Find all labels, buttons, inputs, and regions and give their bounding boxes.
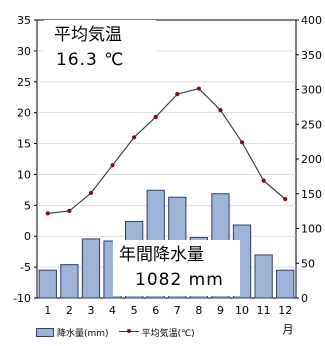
temp-point	[88, 190, 94, 196]
temp-point	[110, 163, 115, 168]
x-tick-label: 12	[278, 304, 292, 317]
x-tick-label: 6	[152, 304, 159, 317]
precip-bar	[254, 254, 273, 299]
right-tick-label: 200	[301, 153, 322, 166]
x-tick-label: 3	[87, 304, 94, 317]
x-tick-label: 2	[66, 304, 73, 317]
temp-point	[283, 197, 288, 202]
left-tick-label: 5	[24, 199, 31, 212]
temp-point	[196, 86, 201, 91]
avg-temp-title: 平均気温	[54, 25, 122, 45]
x-tick-label: 5	[131, 304, 138, 317]
right-tick-label: 100	[301, 223, 322, 236]
avg-temp-value: 16.3 ℃	[56, 50, 125, 70]
left-tick-label: 15	[17, 138, 31, 151]
legend-label-temp: 平均気温(℃)	[141, 328, 195, 339]
precip-bar	[38, 269, 57, 299]
temp-point	[67, 208, 72, 213]
temp-point	[239, 140, 245, 145]
legend-label-precip: 降水量(mm)	[57, 328, 109, 339]
left-tick-label: -5	[20, 261, 31, 274]
left-tick-label: 20	[17, 107, 31, 120]
temp-point	[175, 92, 180, 97]
x-tick-label: 4	[109, 304, 116, 317]
x-tick-label: 1	[44, 304, 51, 317]
x-tick-label: 8	[195, 304, 202, 317]
x-tick-label: 7	[174, 304, 181, 317]
right-tick-label: 150	[301, 188, 322, 201]
temp-line-path	[47, 87, 286, 214]
temp-point	[153, 114, 158, 120]
left-tick-label: 0	[24, 230, 31, 243]
left-tick-label: 35	[17, 14, 31, 27]
temp-point	[45, 211, 50, 216]
left-tick-label: 30	[17, 45, 31, 58]
precip-bar	[60, 264, 79, 299]
temp-point	[218, 108, 223, 113]
x-unit-label: 月	[283, 323, 294, 336]
annual-precip-title: 年間降水量	[119, 245, 204, 265]
left-axis-ticks: 35 30 25 20 15 10 5 0 -5 -10	[13, 14, 37, 305]
right-tick-label: 350	[301, 49, 322, 62]
right-tick-label: 300	[301, 84, 322, 97]
legend-swatch-precip	[36, 327, 54, 337]
right-tick-label: 50	[301, 257, 315, 270]
legend-swatch-temp	[118, 328, 139, 336]
annual-precip-value: 1082 mm	[135, 270, 224, 290]
left-tick-label: -10	[13, 292, 31, 305]
temperature-line	[45, 86, 288, 216]
left-tick-label: 25	[17, 76, 31, 89]
annual-precip-annotation: 年間降水量 1082 mm	[113, 240, 240, 296]
precip-bar	[81, 238, 101, 299]
right-axis-ticks: 400 350 300 250 200 150 100 50 0	[296, 14, 322, 305]
precip-bar	[276, 269, 295, 299]
left-tick-label: 10	[17, 168, 31, 181]
temp-point	[261, 178, 266, 183]
temp-point	[132, 135, 137, 140]
x-tick-label: 9	[217, 304, 224, 317]
right-tick-label: 0	[301, 292, 308, 305]
legend: 降水量(mm) 平均気温(℃)	[36, 323, 195, 341]
right-tick-label: 250	[301, 118, 322, 131]
avg-temp-annotation: 平均気温 16.3 ℃	[44, 20, 156, 76]
x-axis-ticks: 1 2 3 4 5 6 7 8 9 10 11 12	[44, 304, 292, 317]
right-tick-label: 400	[301, 14, 322, 27]
x-tick-label: 11	[257, 304, 271, 317]
x-tick-label: 10	[235, 304, 249, 317]
